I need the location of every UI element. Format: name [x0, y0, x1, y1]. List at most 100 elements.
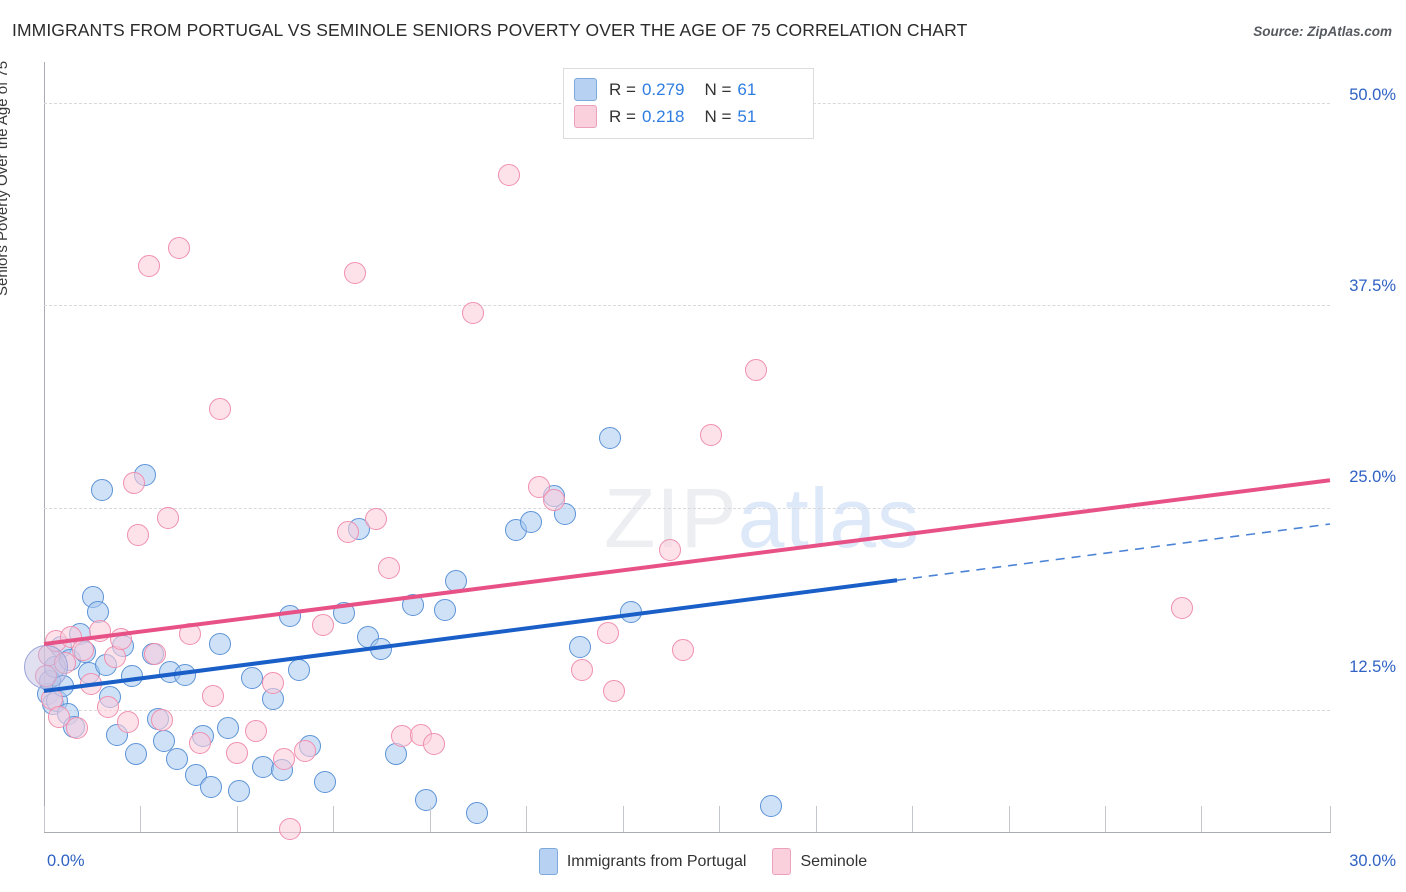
scatter-point[interactable] — [465, 801, 488, 824]
scatter-point[interactable] — [97, 696, 120, 719]
legend-swatch-pink — [772, 848, 792, 875]
scatter-point[interactable] — [168, 237, 191, 260]
scatter-point[interactable] — [178, 623, 201, 646]
scatter-point[interactable] — [759, 795, 782, 818]
series-swatch-seminole — [574, 105, 597, 128]
x-tick-label-min: 0.0% — [47, 852, 85, 870]
series-swatch-immigrants-from-portugal — [574, 78, 597, 101]
scatter-point[interactable] — [189, 731, 212, 754]
scatter-point[interactable] — [288, 658, 311, 681]
x-axis-tick — [429, 806, 431, 832]
scatter-point[interactable] — [568, 636, 591, 659]
scatter-point[interactable] — [138, 255, 161, 278]
scatter-point[interactable] — [228, 780, 251, 803]
scatter-point-cluster[interactable] — [24, 644, 69, 689]
gridline-25 — [44, 507, 1330, 509]
watermark-atlas: atlas — [737, 471, 921, 565]
x-axis-tick — [1104, 806, 1106, 832]
scatter-point[interactable] — [123, 472, 146, 495]
y-tick-label-25: 25.0% — [1349, 468, 1396, 486]
legend-swatch-blue — [538, 848, 558, 875]
scatter-point[interactable] — [279, 605, 302, 628]
y-axis-title: Seniors Poverty Over the Age of 75 — [0, 60, 11, 296]
scatter-point[interactable] — [570, 658, 593, 681]
scatter-point[interactable] — [116, 710, 139, 733]
scatter-point[interactable] — [120, 665, 143, 688]
scatter-point[interactable] — [240, 667, 263, 689]
scatter-point[interactable] — [157, 506, 180, 529]
y-axis-line — [44, 62, 45, 832]
scatter-point[interactable] — [333, 602, 356, 625]
scatter-point[interactable] — [369, 637, 392, 660]
scatter-point[interactable] — [365, 508, 388, 531]
scatter-point[interactable] — [174, 663, 197, 686]
scatter-point[interactable] — [414, 788, 437, 811]
x-axis-tick — [1008, 806, 1010, 832]
scatter-point[interactable] — [90, 478, 113, 501]
scatter-point[interactable] — [88, 619, 111, 642]
scatter-point[interactable] — [598, 427, 621, 450]
x-axis-tick — [236, 806, 238, 832]
scatter-point[interactable] — [217, 717, 240, 740]
scatter-point[interactable] — [603, 679, 626, 702]
scatter-point[interactable] — [519, 511, 542, 534]
scatter-point[interactable] — [200, 775, 223, 798]
scatter-point[interactable] — [423, 733, 446, 756]
x-axis-tick — [140, 806, 142, 832]
scatter-point[interactable] — [671, 639, 694, 662]
scatter-point[interactable] — [150, 709, 173, 732]
scatter-point[interactable] — [125, 743, 148, 766]
trendline-immigrants-dashed — [896, 523, 1331, 582]
scatter-point[interactable] — [498, 164, 521, 187]
scatter-point[interactable] — [461, 302, 484, 325]
x-axis-tick — [526, 806, 528, 832]
gridline-37-5 — [44, 305, 1330, 307]
scatter-point[interactable] — [1171, 597, 1194, 620]
stats-row-pink: R = 0.218 N = 51 — [574, 103, 803, 130]
x-axis-tick — [44, 806, 45, 832]
scatter-point[interactable] — [433, 598, 456, 621]
scatter-point[interactable] — [208, 397, 231, 420]
page-title: IMMIGRANTS FROM PORTUGAL VS SEMINOLE SEN… — [12, 20, 968, 40]
scatter-point[interactable] — [144, 642, 167, 665]
legend-item-immigrants-from-portugal[interactable]: Immigrants from Portugal — [538, 848, 747, 875]
scatter-point[interactable] — [313, 770, 336, 793]
scatter-point[interactable] — [48, 705, 70, 728]
scatter-point[interactable] — [208, 632, 231, 655]
legend-label-pink: Seminole — [800, 852, 868, 870]
scatter-point[interactable] — [401, 594, 424, 617]
scatter-point[interactable] — [543, 488, 566, 511]
n-value-pink: 51 — [737, 106, 757, 126]
scatter-point[interactable] — [444, 569, 467, 592]
scatter-point[interactable] — [378, 556, 401, 579]
scatter-point[interactable] — [279, 817, 302, 840]
plot-area: ZIPatlas — [24, 62, 1331, 840]
scatter-point[interactable] — [245, 720, 268, 743]
scatter-point[interactable] — [658, 538, 681, 561]
scatter-point[interactable] — [273, 748, 296, 771]
legend-label-blue: Immigrants from Portugal — [566, 852, 747, 870]
scatter-point[interactable] — [127, 524, 150, 547]
scatter-point[interactable] — [311, 613, 334, 636]
scatter-point[interactable] — [343, 261, 366, 284]
x-tick-label-max: 30.0% — [1349, 852, 1396, 870]
scatter-point[interactable] — [225, 741, 248, 764]
scatter-point[interactable] — [66, 717, 89, 740]
zipatlas-watermark: ZIPatlas — [604, 470, 920, 567]
scatter-point[interactable] — [165, 748, 188, 771]
scatter-point[interactable] — [699, 423, 722, 446]
scatter-point[interactable] — [596, 621, 619, 644]
gridline-12-5 — [44, 710, 1330, 712]
x-axis-line — [44, 832, 1331, 833]
x-axis-tick — [622, 806, 624, 832]
scatter-point[interactable] — [620, 600, 643, 623]
correlation-stats-box: R = 0.279 N = 61 R = 0.218 N = 51 — [563, 68, 814, 139]
scatter-point[interactable] — [294, 739, 317, 762]
x-axis-tick — [719, 806, 721, 832]
series-legend: Immigrants from Portugal Seminole — [0, 848, 1406, 875]
scatter-point[interactable] — [744, 359, 767, 381]
y-tick-label-50: 50.0% — [1349, 86, 1396, 104]
scatter-point[interactable] — [202, 684, 225, 707]
legend-item-seminole[interactable]: Seminole — [772, 848, 867, 875]
